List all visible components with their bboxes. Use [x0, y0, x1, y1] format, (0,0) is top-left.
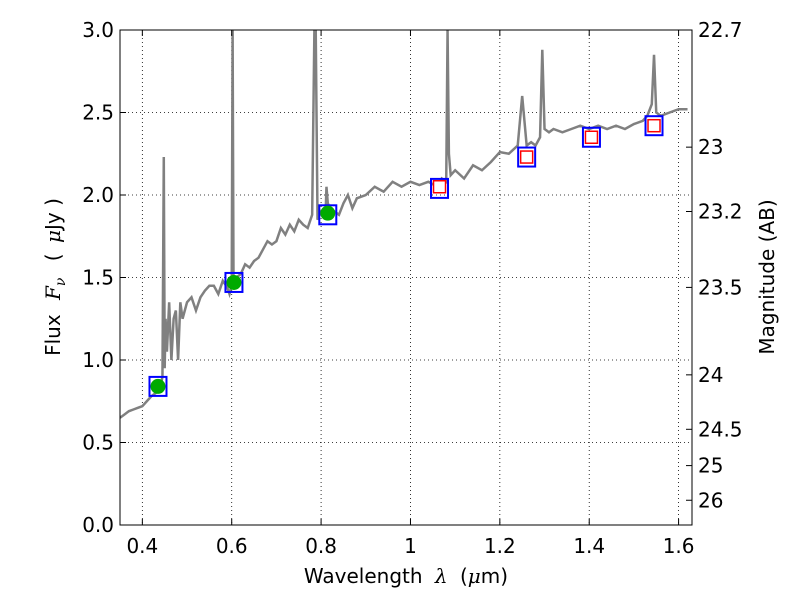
observed-photometry-marker: [150, 378, 166, 394]
x-tick-label: 0.4: [126, 534, 158, 558]
model-photometry-marker: [318, 204, 338, 226]
photometry-markers: [148, 115, 664, 397]
upper-photometry-marker: [519, 150, 534, 164]
y-tick-label: 0.5: [82, 431, 114, 455]
upper-photometry-marker: [432, 180, 447, 194]
y2-tick-label: 26: [698, 488, 723, 512]
y-tick-label: 2.0: [82, 183, 114, 207]
x-tick-label: 1.2: [484, 534, 516, 558]
x-axis: 0.4 0.6 0.8 1 1.2 1.4 1.6: [126, 30, 695, 558]
y2-tick-label: 22.7: [698, 18, 743, 42]
y2-axis-title: Magnitude (AB): [755, 199, 779, 354]
y2-axis: 22.7 23 23.2 23.5 24 24.5 25 26: [686, 18, 743, 512]
plot-area: [120, 30, 688, 419]
model-photometry-marker: [644, 115, 664, 137]
x-axis-title: Wavelength λ (μm): [304, 564, 508, 588]
y2-tick-label: 24: [698, 363, 723, 387]
x-tick-label: 0.8: [305, 534, 337, 558]
model-photometry-marker: [517, 146, 537, 168]
y2-tick-label: 23.2: [698, 200, 743, 224]
y-tick-label: 1.0: [82, 348, 114, 372]
y-tick-label: 0.0: [82, 513, 114, 537]
x-tick-label: 1.4: [573, 534, 605, 558]
upper-photometry-marker: [647, 118, 661, 133]
y-tick-label: 1.5: [82, 266, 114, 290]
x-tick-label: 0.6: [216, 534, 248, 558]
y2-tick-label: 24.5: [698, 417, 743, 441]
y2-tick-label: 25: [698, 454, 723, 478]
y2-tick-label: 23.5: [698, 275, 743, 299]
x-tick-label: 1: [404, 534, 417, 558]
y-tick-label: 3.0: [82, 18, 114, 42]
x-tick-label: 1.6: [663, 534, 695, 558]
y2-tick-label: 23: [698, 135, 723, 159]
model-photometry-marker: [581, 126, 601, 148]
model-photometry-marker: [224, 271, 244, 293]
model-photometry-marker: [148, 375, 168, 397]
y-tick-label: 2.5: [82, 101, 114, 125]
y-axis-title: Flux Fν ( μJy ): [41, 198, 70, 356]
observed-photometry-marker: [320, 205, 336, 221]
y-axis: 0.0 0.5 1.0 1.5 2.0 2.5 3.0: [82, 18, 126, 537]
model-photometry-marker: [430, 177, 450, 199]
observed-photometry-marker: [226, 274, 242, 290]
upper-photometry-marker: [584, 130, 599, 144]
